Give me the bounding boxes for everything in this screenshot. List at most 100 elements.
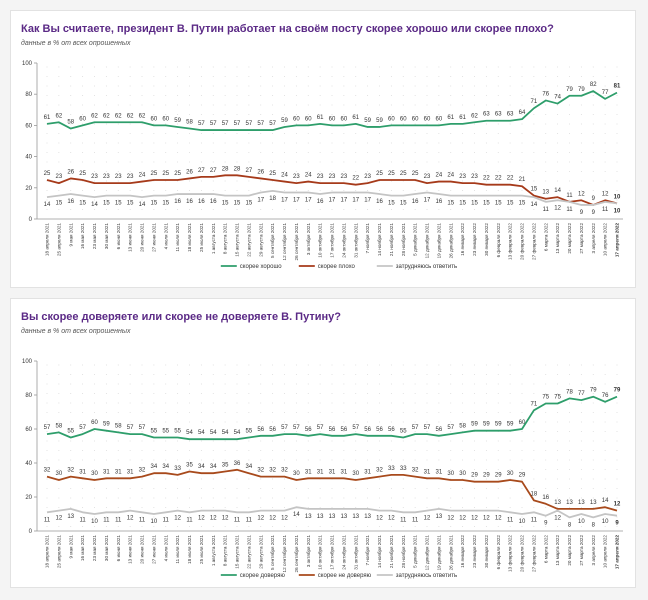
grid-dot <box>200 393 202 394</box>
x-tick-label: 31 октября 2021 <box>353 535 358 570</box>
grid-dot <box>177 526 179 527</box>
grid-dot <box>390 393 392 394</box>
x-tick-label: 4 июля 2021 <box>163 223 168 250</box>
y-tick-label: 40 <box>25 155 32 161</box>
grid-dot <box>450 469 452 470</box>
grid-dot <box>284 85 285 87</box>
grid-dot <box>355 66 357 68</box>
grid-dot <box>474 133 475 134</box>
x-tick-label: 23 января 2022 <box>472 535 477 568</box>
grid-dot <box>569 450 570 451</box>
grid-dot <box>414 152 416 153</box>
grid-dot <box>165 497 167 499</box>
grid-dot <box>331 488 333 489</box>
grid-dot <box>260 469 262 470</box>
grid-dot <box>343 142 345 144</box>
grid-dot <box>319 526 321 527</box>
grid-dot <box>545 497 547 499</box>
grid-dot <box>580 450 582 451</box>
data-label: 36 <box>234 461 241 467</box>
data-label: 9 <box>544 521 548 527</box>
grid-dot <box>189 469 190 470</box>
x-tick-label: 13 февраля 2022 <box>508 223 513 260</box>
grid-dot <box>153 412 155 413</box>
grid-dot <box>580 412 582 413</box>
data-label: 60 <box>329 116 336 122</box>
grid-dot <box>485 76 487 77</box>
grid-dot <box>153 76 155 77</box>
grid-dot <box>604 383 606 385</box>
data-label: 8 <box>592 522 596 528</box>
x-tick-label: 19 декабря 2021 <box>436 223 441 259</box>
grid-dot <box>260 383 262 385</box>
grid-dot <box>260 161 262 163</box>
y-tick-label: 100 <box>22 61 33 67</box>
grid-dot <box>105 85 107 87</box>
grid-dot <box>450 209 452 210</box>
grid-dot <box>46 142 48 144</box>
grid-dot <box>462 199 464 201</box>
grid-dot <box>165 516 167 518</box>
grid-dot <box>367 488 369 489</box>
grid-dot <box>212 478 214 480</box>
grid-dot <box>46 152 48 153</box>
grid-dot <box>248 421 250 423</box>
grid-dot <box>379 66 380 68</box>
data-label: 11 <box>507 517 514 523</box>
grid-dot <box>272 402 274 404</box>
grid-dot <box>390 516 392 518</box>
grid-dot <box>82 171 84 172</box>
grid-dot <box>189 364 190 366</box>
grid-dot <box>224 66 226 68</box>
grid-dot <box>82 374 84 375</box>
grid-dot <box>212 421 214 423</box>
grid-dot <box>509 421 511 423</box>
data-label: 57 <box>127 425 134 431</box>
grid-dot <box>272 507 274 508</box>
grid-dot <box>462 383 464 385</box>
grid-dot <box>414 76 416 77</box>
data-label: 77 <box>602 90 609 96</box>
grid-dot <box>557 497 559 499</box>
x-tick-label: 18 июля 2021 <box>187 535 192 564</box>
grid-dot <box>604 412 606 413</box>
grid-dot <box>402 469 404 470</box>
grid-dot <box>200 402 202 404</box>
grid-dot <box>295 383 297 385</box>
grid-dot <box>604 364 606 366</box>
grid-dot <box>533 152 535 153</box>
grid-dot <box>46 469 48 470</box>
grid-dot <box>165 402 167 404</box>
grid-dot <box>82 516 84 518</box>
grid-dot <box>402 516 404 518</box>
grid-dot <box>212 190 214 191</box>
x-tick-label: 16 января 2022 <box>460 223 465 256</box>
grid-dot <box>105 402 107 404</box>
x-tick-label: 13 марта 2022 <box>555 535 560 566</box>
grid-dot <box>307 459 309 461</box>
grid-dot <box>592 76 594 77</box>
grid-dot <box>580 171 582 172</box>
grid-dot <box>212 516 214 518</box>
data-label: 12 <box>602 191 609 197</box>
grid-dot <box>295 393 297 394</box>
grid-dot <box>248 402 250 404</box>
grid-dot <box>462 180 464 182</box>
grid-dot <box>153 507 155 508</box>
grid-dot <box>94 123 95 125</box>
grid-dot <box>533 478 535 480</box>
data-label: 10 <box>151 519 158 525</box>
grid-dot <box>272 209 274 210</box>
grid-dot <box>46 431 48 432</box>
data-label: 59 <box>364 118 371 124</box>
grid-dot <box>189 478 190 480</box>
grid-dot <box>450 95 452 96</box>
grid-dot <box>58 488 60 489</box>
grid-dot <box>438 95 440 96</box>
grid-dot <box>284 402 285 404</box>
grid-dot <box>105 171 107 172</box>
grid-dot <box>236 450 238 451</box>
grid-dot <box>94 152 95 153</box>
grid-dot <box>533 440 535 442</box>
grid-dot <box>580 104 582 106</box>
